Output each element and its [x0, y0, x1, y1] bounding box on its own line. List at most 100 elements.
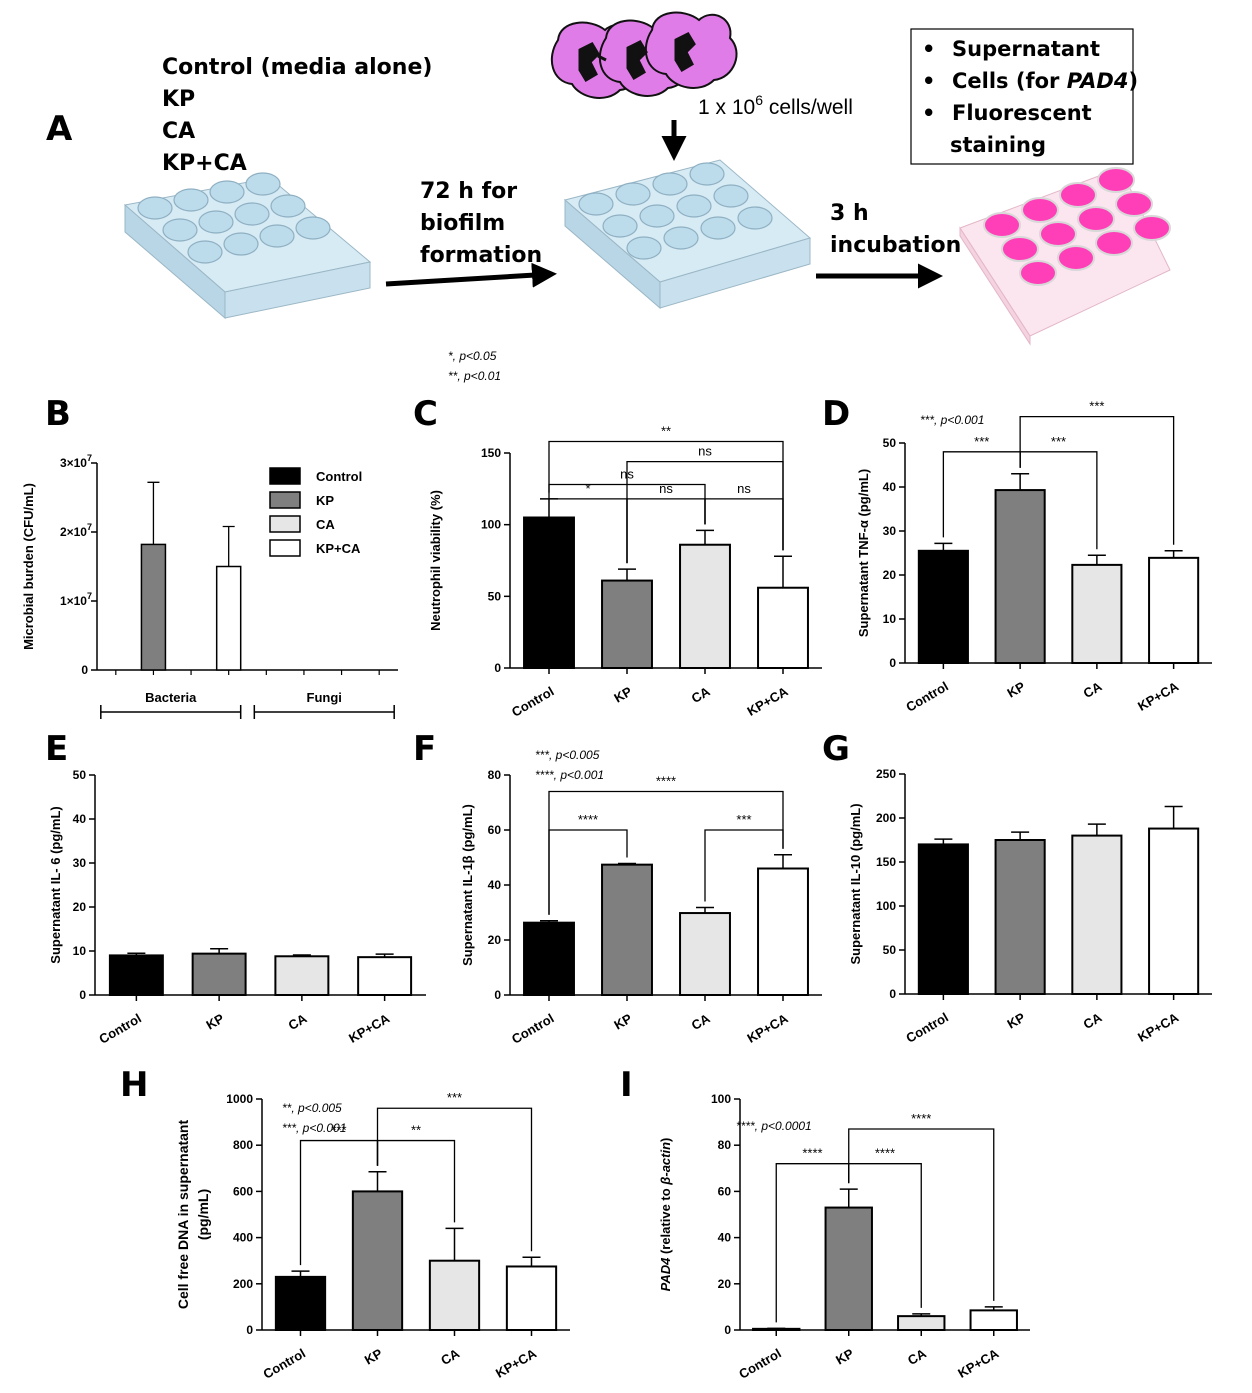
- x-tick-label: CA: [286, 1010, 310, 1033]
- x-tick-label: Control: [736, 1346, 784, 1382]
- significance-label: ***: [447, 1090, 462, 1105]
- error-bar: [292, 954, 311, 957]
- y-tick-label: 20: [488, 933, 502, 947]
- significance-label: ***: [736, 812, 751, 827]
- well: [187, 240, 223, 264]
- step2-line1: 3 h: [830, 201, 869, 226]
- group-label-fungi: Fungi: [307, 690, 342, 705]
- chart-h: H 0 200 400 600 800 1000 Cell free DNA in super…: [120, 1065, 570, 1382]
- x-tick-label: KP+CA: [745, 1010, 792, 1046]
- p-value-note: ****, p<0.001: [535, 768, 604, 782]
- error-bar: [540, 920, 558, 923]
- x-tick-label: KP: [611, 683, 634, 705]
- y-tick-label: 20: [73, 900, 87, 914]
- x-tick-label: KP+CA: [1135, 1009, 1182, 1045]
- p-value-note: ***, p<0.001: [920, 413, 984, 427]
- significance-bracket: [1019, 415, 1175, 545]
- y-tick-label: 600: [233, 1184, 253, 1198]
- panel-label: B: [45, 394, 71, 434]
- y-tick-label: 80: [718, 1138, 732, 1152]
- y-axis-label-units: (pg/mL): [195, 1189, 211, 1240]
- error-bar: [696, 529, 714, 545]
- y-tick-label: 1×107: [60, 591, 92, 608]
- y-tick-label: 150: [481, 446, 501, 460]
- well: [173, 188, 209, 212]
- y-tick-label: 40: [488, 878, 502, 892]
- bar-control: [523, 921, 575, 996]
- y-tick-label: 150: [876, 855, 896, 869]
- significance-label: **: [661, 424, 671, 439]
- step1-line3: formation: [420, 243, 542, 268]
- significance-label: **: [411, 1123, 421, 1138]
- y-axis-label: Microbial burden (CFU/mL): [21, 483, 36, 650]
- panel-label: H: [120, 1065, 148, 1105]
- error-bar: [1011, 473, 1030, 491]
- group-list-kp: KP: [162, 87, 195, 112]
- bar-ca: [1071, 834, 1123, 995]
- bar-control: [274, 1275, 327, 1331]
- well: [1019, 260, 1057, 286]
- well: [737, 206, 773, 230]
- well: [652, 172, 688, 196]
- group-bracket: [100, 705, 242, 719]
- step2-line2: incubation: [830, 233, 961, 258]
- well: [713, 184, 749, 208]
- legend-label: KP+CA: [316, 541, 361, 556]
- legend-label: CA: [316, 517, 335, 532]
- well: [137, 196, 173, 220]
- well: [639, 204, 675, 228]
- legend-label: Control: [316, 469, 362, 484]
- y-tick-label: 60: [718, 1184, 732, 1198]
- bar-ca: [274, 955, 330, 997]
- bar-kp: [601, 579, 653, 669]
- y-tick-label: 50: [73, 768, 87, 782]
- x-tick-label: KP: [1004, 1009, 1027, 1031]
- error-bar: [934, 838, 953, 845]
- x-tick-label: CA: [689, 1010, 713, 1033]
- y-tick-label: 1000: [226, 1092, 253, 1106]
- y-tick-label: 400: [233, 1231, 253, 1245]
- significance-label: ****: [911, 1111, 931, 1126]
- well: [1001, 236, 1039, 262]
- bar-ca: [897, 1315, 946, 1332]
- well: [295, 216, 331, 240]
- error-bar: [1164, 550, 1183, 558]
- chart-b: B 0 1×107 2×107 3×107 Microbial burden (CFU/m…: [21, 394, 398, 719]
- significance-label: ns: [620, 467, 634, 482]
- panel-a-label: A: [46, 109, 73, 149]
- well: [270, 194, 306, 218]
- charts: B 0 1×107 2×107 3×107 Microbial burden (CFU/m…: [21, 349, 1212, 1382]
- significance-label: *: [585, 481, 590, 496]
- well: [1133, 215, 1171, 241]
- error-bar: [291, 1270, 310, 1277]
- bar-control: [108, 954, 164, 997]
- bar-kp: [351, 1190, 404, 1332]
- well: [700, 216, 736, 240]
- x-tick-label: CA: [1081, 678, 1105, 701]
- x-tick-label: KP: [203, 1010, 226, 1032]
- y-tick-label: 250: [876, 767, 896, 781]
- x-tick-label: KP: [611, 1010, 634, 1032]
- bar-kp: [994, 489, 1046, 664]
- error-bar: [774, 854, 792, 869]
- y-tick-label: 60: [488, 823, 502, 837]
- y-tick-label: 20: [718, 1277, 732, 1291]
- significance-bracket: [848, 1163, 922, 1308]
- error-bar: [540, 498, 558, 518]
- p-value-note: ***, p<0.005: [535, 748, 600, 762]
- well: [602, 214, 638, 238]
- significance-bracket: [548, 829, 628, 915]
- well: [198, 210, 234, 234]
- x-tick-label: KP+CA: [493, 1345, 540, 1381]
- significance-bracket: [704, 829, 784, 902]
- error-bar: [147, 481, 160, 545]
- error-bar: [445, 1227, 464, 1261]
- well: [626, 236, 662, 260]
- y-tick-label: 0: [79, 988, 86, 1002]
- significance-label: ***: [331, 1123, 346, 1138]
- error-bar: [522, 1256, 541, 1267]
- x-tick-label: KP+CA: [745, 683, 792, 719]
- y-tick-label: 200: [876, 811, 896, 825]
- x-tick-label: KP: [1004, 678, 1027, 700]
